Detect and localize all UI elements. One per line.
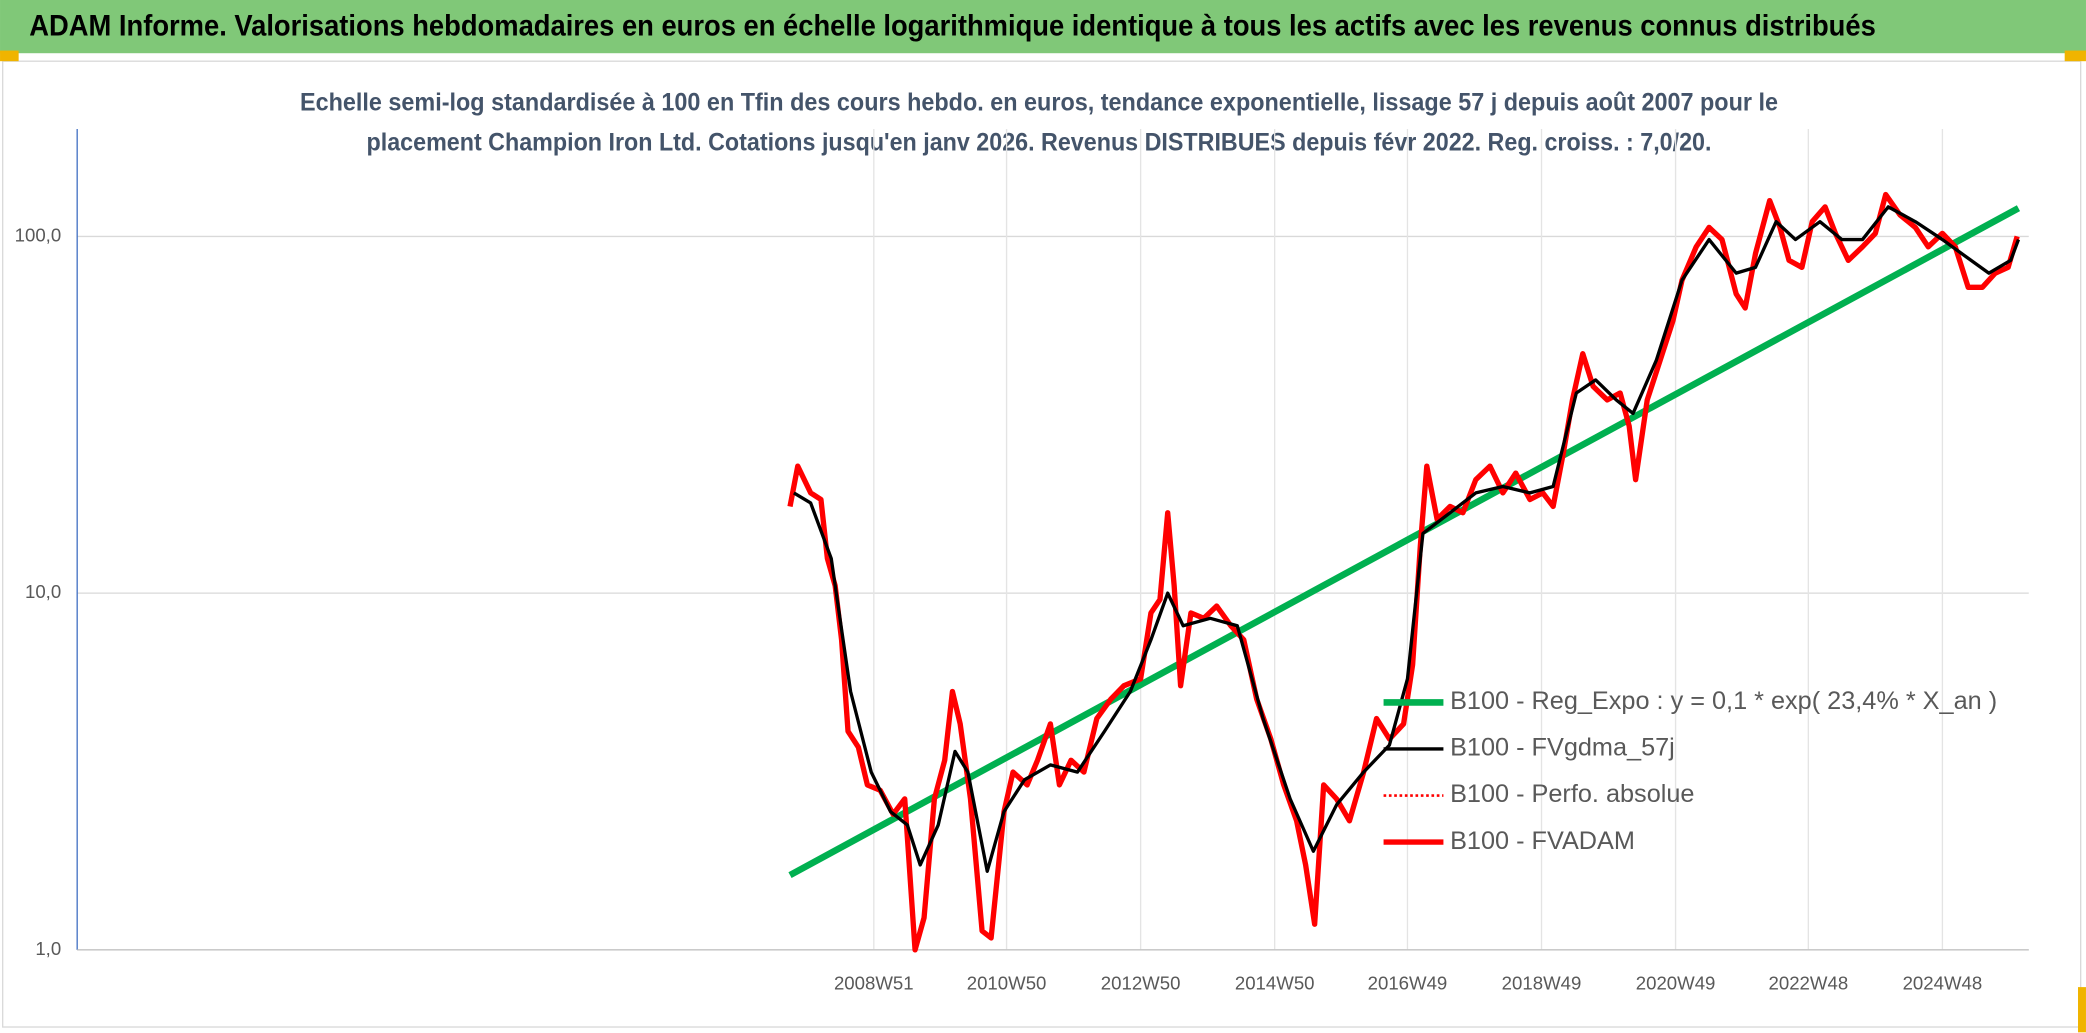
x-tick-label: 2016W49 [1368, 972, 1448, 993]
corner-mark [2077, 987, 2086, 1033]
y-tick-label: 10,0 [25, 581, 61, 602]
x-tick-label: 2018W49 [1502, 972, 1582, 993]
chart-subtitle: Echelle semi-log standardisée à 100 en T… [300, 88, 1778, 116]
x-tick-label: 2024W48 [1903, 972, 1983, 993]
legend-label: B100 - Reg_Expo : y = 0,1 * exp( 23,4% *… [1450, 687, 1997, 715]
x-tick-label: 2014W50 [1235, 972, 1315, 993]
corner-mark [2064, 50, 2086, 62]
title-bar [0, 0, 2086, 54]
chart-title: ADAM Informe. Valorisations hebdomadaire… [29, 11, 1875, 43]
y-tick-label: 1,0 [35, 938, 61, 959]
chart-frame [2, 60, 2082, 1028]
legend-label: B100 - Perfo. absolue [1450, 780, 1694, 808]
x-tick-label: 2010W50 [967, 972, 1047, 993]
x-tick-label: 2012W50 [1101, 972, 1181, 993]
series-line [787, 191, 2020, 953]
x-tick-label: 2022W48 [1769, 972, 1849, 993]
series-line [793, 205, 2021, 874]
corner-mark [0, 50, 19, 62]
chart-subtitle: placement Champion Iron Ltd. Cotations j… [367, 128, 1712, 156]
x-tick-label: 2020W49 [1636, 972, 1716, 993]
series-line [788, 205, 2021, 879]
y-tick-label: 100,0 [15, 224, 62, 245]
legend-label: B100 - FVgdma_57j [1450, 734, 1675, 762]
legend-label: B100 - FVADAM [1450, 827, 1635, 855]
x-tick-label: 2008W51 [834, 972, 914, 993]
